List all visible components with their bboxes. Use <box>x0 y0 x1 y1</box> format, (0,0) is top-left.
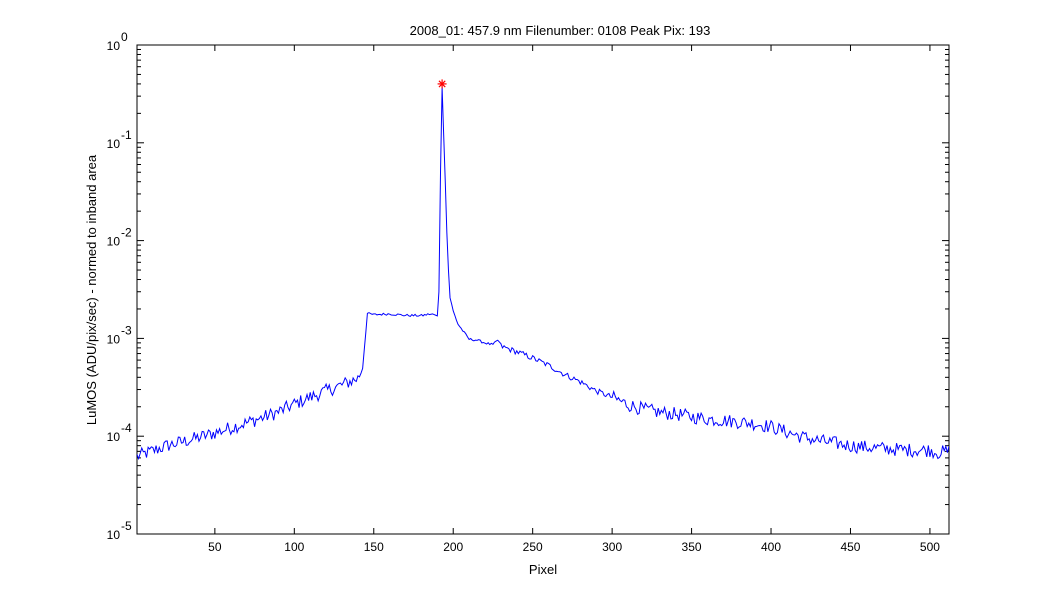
y-tick-label-exponent: -4 <box>121 421 132 435</box>
x-tick-label: 200 <box>443 540 463 554</box>
tick-marks <box>137 44 949 535</box>
x-tick-label: 350 <box>682 540 702 554</box>
peak-marker-stroke <box>438 80 446 88</box>
x-tick-label: 400 <box>761 540 781 554</box>
y-tick-label-exponent: -2 <box>121 226 132 240</box>
x-tick-label: 150 <box>364 540 384 554</box>
x-tick-label: 250 <box>523 540 543 554</box>
y-tick-label-base: 10 <box>107 137 121 151</box>
x-tick-label: 500 <box>920 540 940 554</box>
plot-area <box>136 44 950 535</box>
x-tick-label: 100 <box>284 540 304 554</box>
y-tick-label-exponent: -1 <box>121 128 132 142</box>
y-tick-label-exponent: -3 <box>121 323 132 337</box>
y-tick-label-base: 10 <box>107 430 121 444</box>
chart-title: 2008_01: 457.9 nm Filenumber: 0108 Peak … <box>410 23 711 38</box>
spectrum-line <box>137 87 949 461</box>
x-tick-labels: 50 100 150 200 250 300 350 400 450 500 <box>208 540 940 554</box>
y-tick-label-base: 10 <box>107 39 121 53</box>
x-axis-title: Pixel <box>529 562 557 577</box>
y-tick-label-exponent: 0 <box>121 30 128 44</box>
peak-marker <box>437 79 447 89</box>
peak-marker-group <box>437 79 447 89</box>
series-group <box>137 87 949 461</box>
y-axis-title: LuMOS (ADU/pix/sec) - normed to inband a… <box>84 154 99 425</box>
y-tick-label-exponent: -5 <box>121 519 132 533</box>
x-tick-label: 300 <box>602 540 622 554</box>
x-tick-label: 450 <box>840 540 860 554</box>
y-tick-label-base: 10 <box>107 235 121 249</box>
y-tick-label-base: 10 <box>107 332 121 346</box>
y-tick-label-base: 10 <box>107 528 121 542</box>
x-tick-label: 50 <box>208 540 222 554</box>
